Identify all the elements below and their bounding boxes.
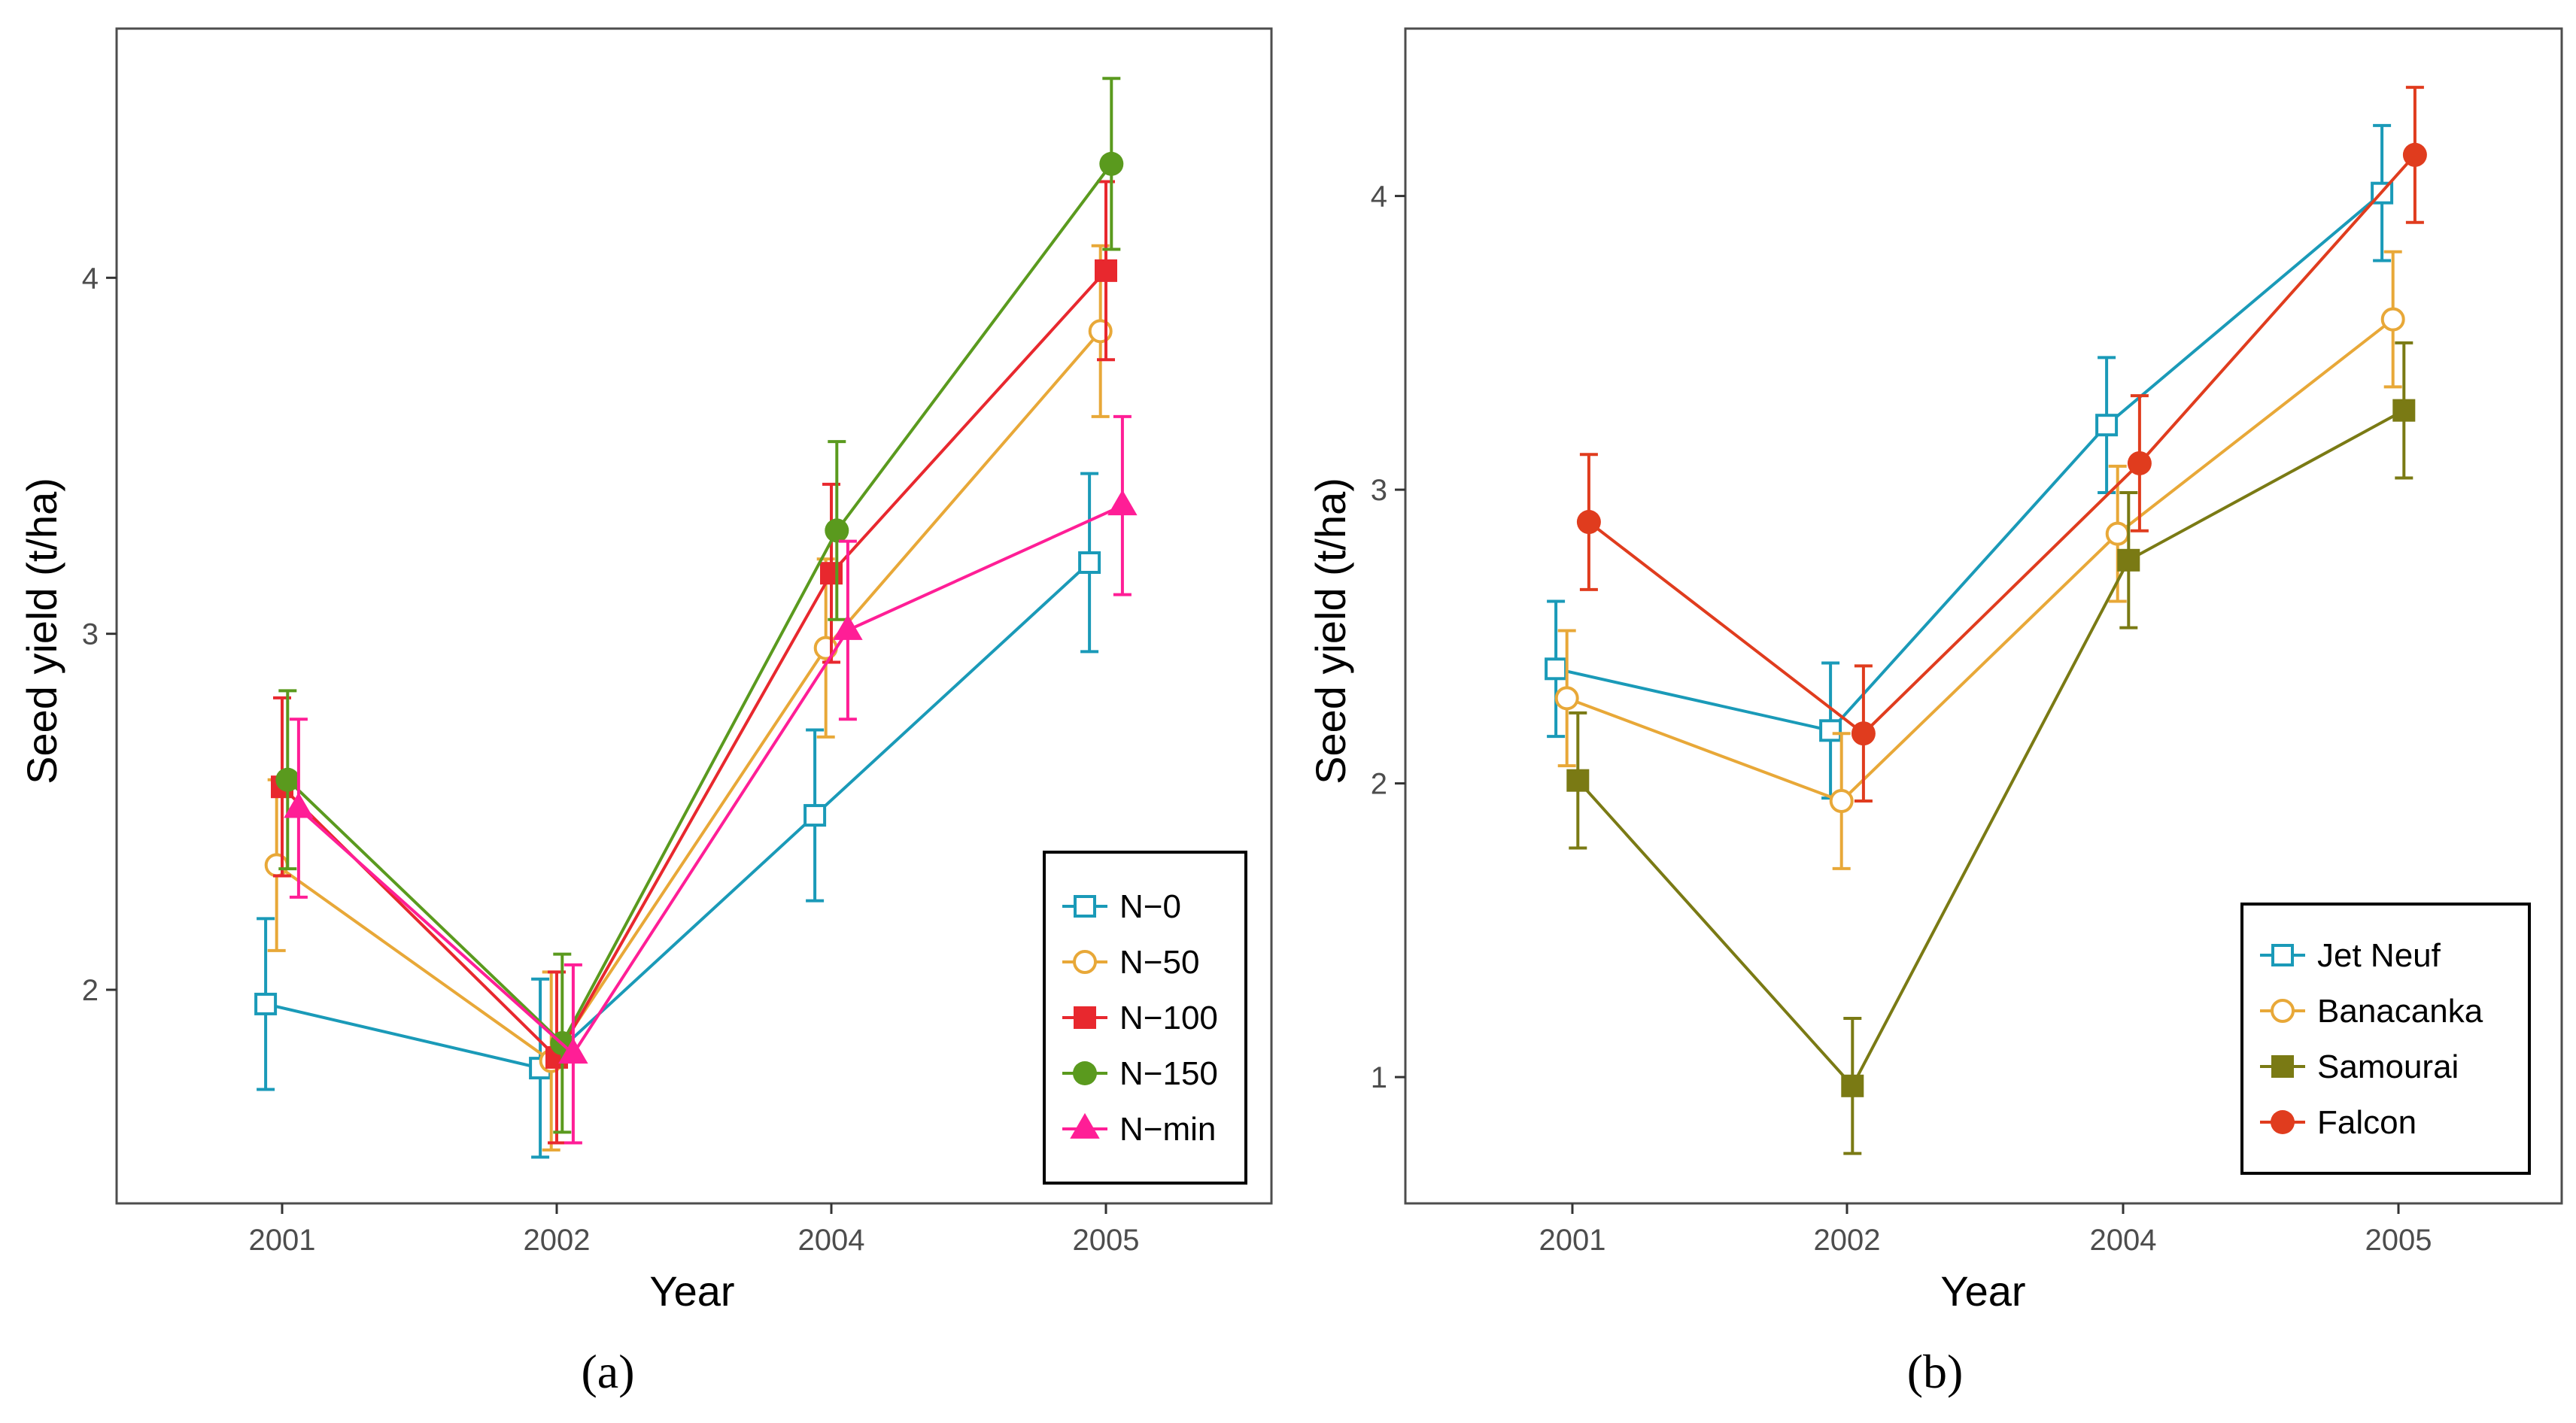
- caption-b: (b): [1907, 1345, 1964, 1398]
- y-axis-title-b: Seed yield (t/ha): [1307, 478, 1354, 784]
- data-point-samourai-2002: [1841, 1074, 1864, 1097]
- x-tick-label-2005: 2005: [1073, 1224, 1140, 1257]
- data-point-n-min-2001: [284, 792, 314, 818]
- caption-a: (a): [581, 1345, 634, 1398]
- data-point-falcon-2004: [2127, 451, 2152, 475]
- data-point-n-100-2004: [820, 562, 843, 585]
- data-point-n-50-2005: [1088, 319, 1113, 344]
- y-axis-title-a: Seed yield (t/ha): [18, 478, 65, 784]
- data-point-falcon-2005: [2402, 142, 2427, 167]
- legend-b: Jet Neuf Banacanka Samourai Falcon: [2240, 903, 2531, 1175]
- legend-key-marker: [1073, 950, 1097, 974]
- legend-label-n-50: N−50: [1119, 944, 1199, 981]
- legend-item-n-0: N−0: [1062, 888, 1181, 925]
- x-tick-label-2001: 2001: [1539, 1224, 1606, 1257]
- data-point-n-min-2004: [833, 614, 863, 640]
- series-group-a: [254, 77, 1138, 1159]
- data-point-falcon-2002: [1851, 721, 1876, 746]
- data-point-n-0-2004: [803, 804, 827, 827]
- legend-item-falcon: Falcon: [2260, 1104, 2417, 1141]
- axes-a: 2 3 4 2001 2002 2004 2005: [82, 262, 1140, 1257]
- data-point-n-0-2001: [254, 992, 278, 1015]
- legend-key-marker: [2271, 1055, 2294, 1078]
- data-point-jet-neuf-2001: [1545, 657, 1568, 681]
- data-point-jet-neuf-2002: [1819, 719, 1842, 742]
- legend-label-n-150: N−150: [1119, 1055, 1218, 1092]
- x-tick-label-2001: 2001: [249, 1224, 316, 1257]
- series-line-jet-neuf: [1555, 192, 2383, 733]
- legend-item-jet-neuf: Jet Neuf: [2260, 937, 2441, 974]
- data-point-n-100-2005: [1095, 259, 1117, 282]
- x-tick-label-2002: 2002: [524, 1224, 591, 1257]
- y-tick-label-1: 1: [1371, 1061, 1387, 1094]
- legend-label-banacanka: Banacanka: [2317, 993, 2483, 1030]
- data-point-n-min-2005: [1107, 490, 1138, 516]
- legend-a: N−0 N−50 N−100 N−150 N−min: [1043, 851, 1247, 1185]
- series-line-n-min: [297, 504, 1123, 1057]
- legend-key-marker: [1070, 1112, 1100, 1139]
- series-line-n-150: [286, 162, 1113, 1046]
- data-point-samourai-2004: [2117, 548, 2140, 572]
- x-tick-label-2004: 2004: [798, 1224, 865, 1257]
- data-point-jet-neuf-2004: [2095, 414, 2119, 437]
- legend-key-marker: [2271, 999, 2295, 1023]
- y-tick-label-3: 3: [1371, 474, 1387, 507]
- data-point-banacanka-2002: [1829, 789, 1854, 814]
- y-tick-label-2: 2: [82, 974, 99, 1007]
- series-line-samourai: [1576, 408, 2405, 1089]
- series-line-falcon: [1587, 153, 2417, 736]
- data-point-banacanka-2004: [2105, 521, 2130, 546]
- legend-key-marker: [2271, 944, 2294, 966]
- data-point-n-50-2001: [264, 853, 289, 878]
- data-point-n-150-2004: [825, 518, 849, 543]
- x-tick-label-2005: 2005: [2365, 1224, 2432, 1257]
- legend-label-n-0: N−0: [1119, 888, 1181, 925]
- y-tick-label-3: 3: [82, 618, 99, 651]
- legend-item-n-100: N−100: [1062, 1000, 1218, 1036]
- series-line-banacanka: [1566, 318, 2394, 803]
- series-line-n-50: [275, 330, 1102, 1063]
- legend-item-n-50: N−50: [1062, 944, 1199, 981]
- legend-key-marker: [1073, 1061, 1097, 1085]
- data-point-banacanka-2005: [2380, 307, 2405, 332]
- y-tick-label-2: 2: [1371, 768, 1387, 801]
- series-n-min: [284, 414, 1138, 1145]
- legend-label-falcon: Falcon: [2317, 1104, 2417, 1141]
- x-tick-label-2002: 2002: [1814, 1224, 1881, 1257]
- y-tick-label-4: 4: [1371, 181, 1387, 214]
- series-line-n-0: [265, 561, 1091, 1070]
- legend-key-marker: [2271, 1110, 2295, 1134]
- legend-item-n-min: N−min: [1062, 1111, 1216, 1148]
- series-samourai: [1566, 341, 2416, 1155]
- y-tick-label-4: 4: [82, 262, 99, 295]
- axes-b: 1 2 3 4 2001 2002 2004 2005: [1371, 181, 2432, 1257]
- legend-label-n-100: N−100: [1119, 1000, 1218, 1036]
- data-point-n-0-2005: [1078, 551, 1101, 574]
- data-point-samourai-2005: [2392, 399, 2416, 422]
- data-point-banacanka-2001: [1554, 686, 1579, 711]
- series-group-b: [1545, 86, 2427, 1155]
- legend-item-banacanka: Banacanka: [2260, 993, 2483, 1030]
- data-point-n-150-2001: [275, 767, 300, 792]
- data-point-n-150-2005: [1099, 151, 1124, 176]
- chart-panel-b: 1 2 3 4 2001 2002 2004 2005 Year Seed yield (t/…: [1307, 27, 2563, 1315]
- chart-panel-a: 2 3 4 2001 2002 2004 2005 Year Seed yield (t/h…: [18, 27, 1273, 1315]
- legend-key-marker: [1074, 895, 1096, 918]
- legend-label-jet-neuf: Jet Neuf: [2317, 937, 2441, 974]
- x-tick-label-2004: 2004: [2090, 1224, 2157, 1257]
- x-axis-title-a: Year: [649, 1267, 734, 1315]
- series-line-n-100: [281, 269, 1107, 1060]
- series-falcon: [1576, 86, 2427, 803]
- x-axis-title-b: Year: [1940, 1267, 2025, 1315]
- data-point-n-min-2002: [558, 1038, 588, 1064]
- legend-key-marker: [1074, 1006, 1096, 1029]
- legend-label-n-min: N−min: [1119, 1111, 1216, 1148]
- data-point-falcon-2001: [1576, 510, 1601, 535]
- legend-item-samourai: Samourai: [2260, 1048, 2459, 1085]
- data-point-samourai-2001: [1566, 769, 1590, 792]
- legend-label-samourai: Samourai: [2317, 1048, 2459, 1085]
- legend-item-n-150: N−150: [1062, 1055, 1218, 1092]
- series-banacanka: [1554, 250, 2405, 870]
